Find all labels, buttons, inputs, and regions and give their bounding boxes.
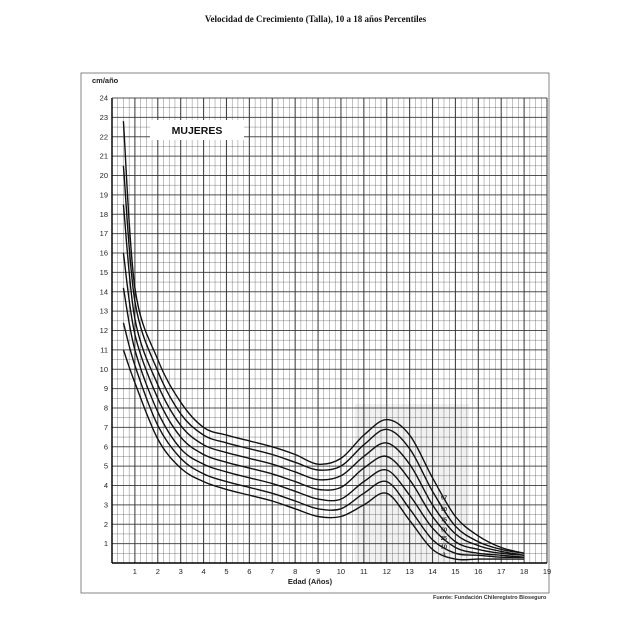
percentile-curve-p3: [122, 349, 525, 561]
x-tick-label: 4: [201, 567, 205, 576]
x-tick-label: 2: [156, 567, 160, 576]
percentile-label: 75: [441, 518, 447, 524]
y-tick-label: 3: [104, 500, 108, 509]
percentile-label: 10: [441, 545, 447, 551]
annotation-mujeres: MUJERES: [172, 125, 223, 137]
axes: 1234567891011121314151617181920212223241…: [100, 94, 552, 576]
y-tick-label: 10: [100, 365, 108, 374]
y-tick-label: 7: [104, 423, 108, 432]
y-tick-label: 12: [100, 326, 108, 335]
x-tick-label: 13: [405, 567, 413, 576]
percentile-label: 90: [441, 507, 447, 513]
x-tick-label: 10: [337, 567, 345, 576]
y-tick-label: 1: [104, 539, 108, 548]
y-tick-label: 6: [104, 442, 108, 451]
y-tick-label: 14: [100, 287, 108, 296]
y-axis-label: cm/año: [92, 76, 119, 85]
x-tick-label: 15: [451, 567, 459, 576]
y-tick-label: 2: [104, 520, 108, 529]
x-tick-label: 5: [224, 567, 228, 576]
x-tick-label: 16: [474, 567, 482, 576]
y-tick-label: 23: [100, 113, 108, 122]
y-tick-label: 16: [100, 249, 108, 258]
y-tick-label: 11: [100, 345, 108, 354]
percentile-label: 25: [441, 536, 447, 542]
percentile-curves: 97 90 75 50 25 103: [122, 121, 525, 561]
y-tick-label: 18: [100, 210, 108, 219]
percentile-label: 50: [441, 527, 447, 533]
y-tick-label: 13: [100, 307, 108, 316]
y-tick-label: 5: [104, 462, 108, 471]
y-tick-label: 8: [104, 404, 108, 413]
x-tick-label: 3: [179, 567, 183, 576]
x-axis-label: Edad (Años): [288, 577, 333, 586]
y-tick-label: 9: [104, 384, 108, 393]
y-tick-label: 19: [100, 190, 108, 199]
x-tick-label: 6: [247, 567, 251, 576]
percentile-curve-p10: [122, 322, 525, 559]
y-tick-label: 24: [100, 94, 108, 103]
percentile-label: 3: [442, 552, 445, 558]
x-tick-label: 12: [383, 567, 391, 576]
y-tick-label: 15: [100, 268, 108, 277]
y-tick-label: 21: [100, 152, 108, 161]
x-tick-label: 8: [293, 567, 297, 576]
percentile-curve-p97: [122, 121, 525, 554]
x-tick-label: 19: [543, 567, 551, 576]
percentile-curve-p25: [122, 287, 525, 558]
x-tick-label: 18: [520, 567, 528, 576]
source-note: Fuente: Fundación Chileregistro Biosegur…: [433, 595, 547, 601]
percentile-label: 97: [441, 495, 447, 501]
grid: [111, 97, 548, 564]
x-tick-label: 17: [497, 567, 505, 576]
x-tick-label: 11: [360, 567, 368, 576]
percentile-curve-p50: [122, 252, 525, 556]
x-tick-label: 7: [270, 567, 274, 576]
percentile-curve-p75: [122, 204, 525, 556]
y-tick-label: 4: [104, 481, 108, 490]
x-tick-label: 14: [428, 567, 436, 576]
y-tick-label: 20: [100, 171, 108, 180]
x-tick-label: 9: [316, 567, 320, 576]
x-tick-label: 1: [133, 567, 137, 576]
annotation-box: [150, 120, 244, 140]
y-tick-label: 17: [100, 229, 108, 238]
y-tick-label: 22: [100, 132, 108, 141]
percentile-curve-p90: [122, 165, 525, 554]
page-title: Velocidad de Crecimiento (Talla), 10 a 1…: [204, 14, 427, 24]
chart-frame: [80, 72, 550, 594]
